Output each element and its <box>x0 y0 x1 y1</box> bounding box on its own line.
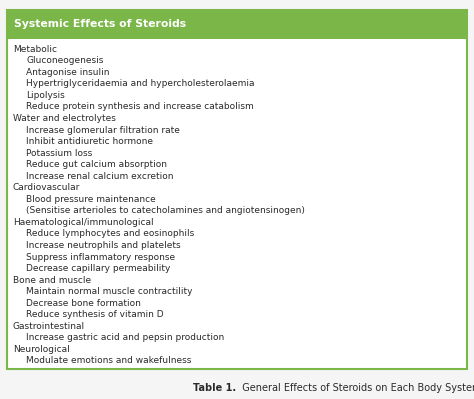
Text: Inhibit antidiuretic hormone: Inhibit antidiuretic hormone <box>26 137 153 146</box>
Text: Reduce lymphocytes and eosinophils: Reduce lymphocytes and eosinophils <box>26 229 194 239</box>
Text: Blood pressure maintenance: Blood pressure maintenance <box>26 195 156 204</box>
Text: Increase renal calcium excretion: Increase renal calcium excretion <box>26 172 173 181</box>
Text: General Effects of Steroids on Each Body System: General Effects of Steroids on Each Body… <box>236 383 474 393</box>
Text: Gastrointestinal: Gastrointestinal <box>13 322 85 331</box>
FancyBboxPatch shape <box>7 10 467 369</box>
Text: Increase neutrophils and platelets: Increase neutrophils and platelets <box>26 241 181 250</box>
Text: Gluconeogenesis: Gluconeogenesis <box>26 56 103 65</box>
Text: Modulate emotions and wakefulness: Modulate emotions and wakefulness <box>26 356 191 365</box>
Text: Increase gastric acid and pepsin production: Increase gastric acid and pepsin product… <box>26 333 224 342</box>
Text: Increase glomerular filtration rate: Increase glomerular filtration rate <box>26 126 180 134</box>
Text: Lipolysis: Lipolysis <box>26 91 65 100</box>
Text: Metabolic: Metabolic <box>13 45 57 54</box>
Text: Reduce gut calcium absorption: Reduce gut calcium absorption <box>26 160 167 169</box>
Text: Decrease bone formation: Decrease bone formation <box>26 299 141 308</box>
Text: Reduce protein synthesis and increase catabolism: Reduce protein synthesis and increase ca… <box>26 103 254 111</box>
FancyBboxPatch shape <box>7 10 467 39</box>
Text: Suppress inflammatory response: Suppress inflammatory response <box>26 253 175 261</box>
Text: Table 1.: Table 1. <box>193 383 236 393</box>
Text: Decrease capillary permeability: Decrease capillary permeability <box>26 264 171 273</box>
Text: Neurological: Neurological <box>13 345 70 354</box>
Text: (Sensitise arterioles to catecholamines and angiotensinogen): (Sensitise arterioles to catecholamines … <box>26 206 305 215</box>
Text: Cardiovascular: Cardiovascular <box>13 183 80 192</box>
Text: Maintain normal muscle contractility: Maintain normal muscle contractility <box>26 287 192 296</box>
Text: Systemic Effects of Steroids: Systemic Effects of Steroids <box>14 19 186 30</box>
Text: Bone and muscle: Bone and muscle <box>13 276 91 284</box>
Text: Water and electrolytes: Water and electrolytes <box>13 114 116 123</box>
Text: Haematological/immunological: Haematological/immunological <box>13 218 154 227</box>
Text: Hypertriglyceridaemia and hypercholesterolaemia: Hypertriglyceridaemia and hypercholester… <box>26 79 255 89</box>
Text: Antagonise insulin: Antagonise insulin <box>26 68 109 77</box>
Text: Reduce synthesis of vitamin D: Reduce synthesis of vitamin D <box>26 310 164 319</box>
Text: Potassium loss: Potassium loss <box>26 149 92 158</box>
